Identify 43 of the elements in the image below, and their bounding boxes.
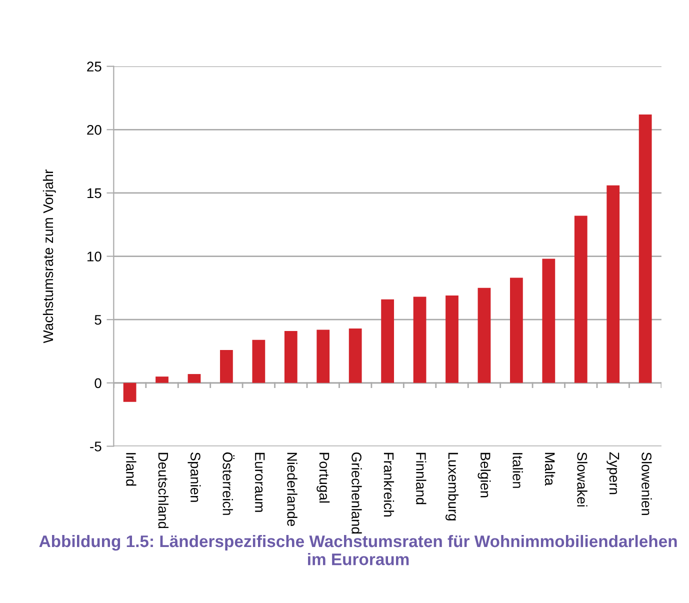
y-tick-label: 20: [87, 124, 102, 135]
bar: [381, 299, 394, 383]
y-tick-label: 5: [94, 315, 102, 325]
bar: [574, 216, 588, 383]
x-tick-label: Euroraum: [254, 452, 265, 512]
y-tick-label: 0: [94, 378, 102, 388]
x-tick-label: Zypern: [606, 452, 620, 494]
bar: [123, 382, 136, 402]
bar: [188, 374, 201, 383]
x-tick-label: Belgien: [478, 452, 491, 498]
y-tick-label: -5: [90, 442, 102, 452]
y-tick-label: 10: [87, 252, 102, 262]
x-tick-label: Slowenien: [642, 452, 652, 515]
bar: [284, 330, 298, 383]
y-axis-title: Wachstumsrate zum Vorjahr: [42, 170, 56, 344]
x-tick-label: Frankreich: [384, 452, 394, 516]
x-tick-label: Portugal: [316, 452, 330, 503]
x-tick-label: Niederlande: [287, 452, 298, 526]
x-tick-label: Österreich: [222, 452, 234, 515]
bar: [606, 185, 620, 383]
x-tick-label: Deutschland: [158, 452, 168, 528]
bar: [156, 376, 168, 383]
x-tick-label: Irland: [126, 453, 136, 486]
bar: [348, 328, 362, 383]
bar: [638, 114, 652, 383]
bar: [542, 258, 556, 383]
y-tick-label: 25: [87, 62, 102, 72]
x-tick-label: Griechenland: [352, 452, 362, 534]
bar: [446, 296, 458, 383]
x-tick-label: Italien: [512, 453, 523, 488]
x-tick-label: Slowakei: [577, 452, 588, 506]
y-tick-label: 15: [87, 188, 102, 198]
bar: [510, 278, 523, 383]
bar: [220, 350, 233, 383]
text: Abbildung 1.5: Länderspezifische Wachstumsraten für Wohnimmobiliendarlehen im Euroraum: [39, 534, 677, 566]
x-tick-label: Finnland: [416, 452, 426, 504]
bar: [413, 296, 426, 383]
x-tick-label: Spanien: [188, 452, 201, 502]
bar: [316, 330, 330, 383]
x-tick-label: Malta: [544, 452, 556, 486]
x-tick-label: Luxemburg: [446, 452, 458, 520]
bar: [252, 340, 266, 383]
bar: [478, 288, 491, 383]
